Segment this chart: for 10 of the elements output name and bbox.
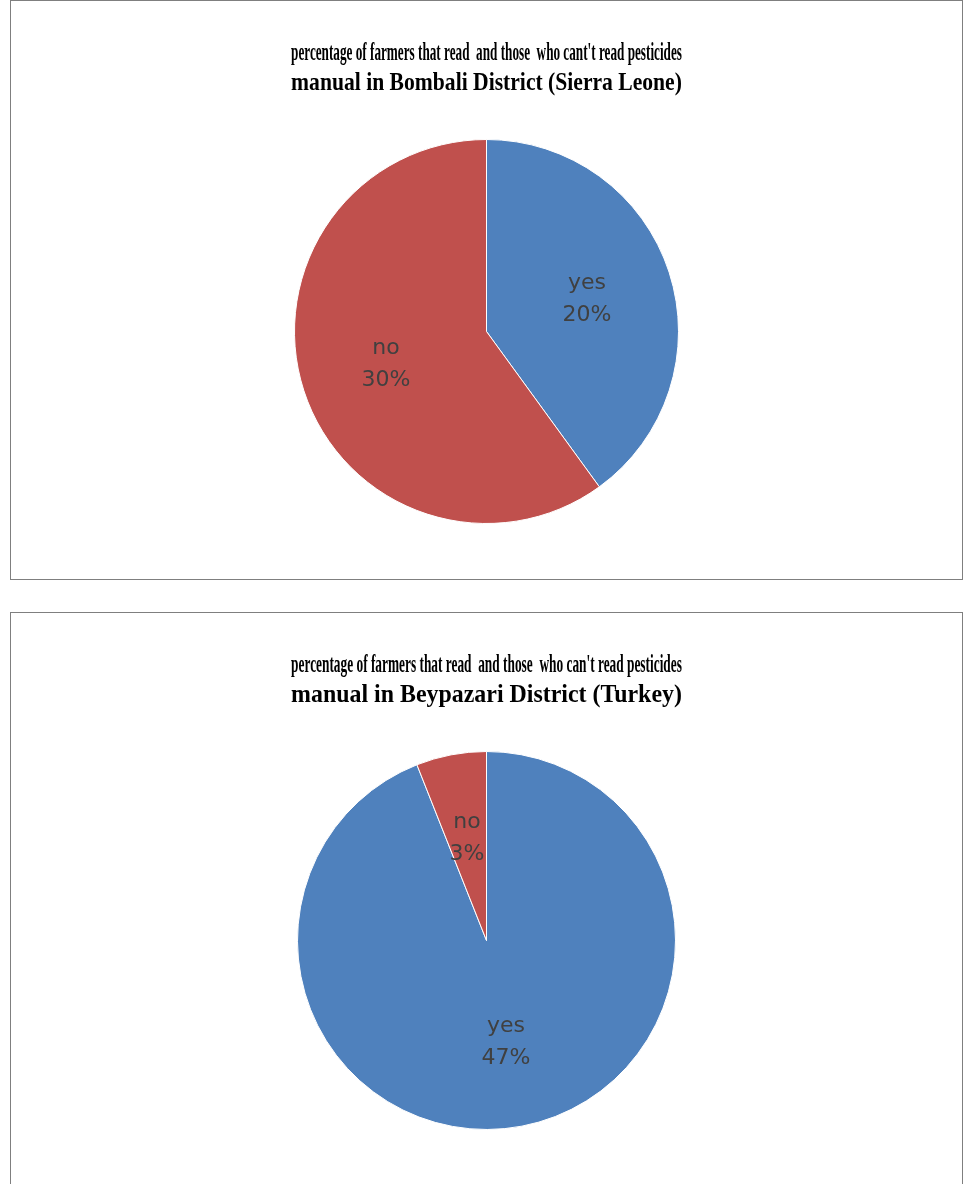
data-label: 3%	[449, 840, 485, 866]
data-label: 30%	[361, 365, 411, 391]
slice-label: no	[372, 333, 400, 359]
slice-label: yes	[567, 268, 606, 294]
slice-label: no	[453, 808, 481, 834]
data-label: 20%	[562, 300, 612, 326]
chart-title: percentage of farmers that read and those who cant't read pesticides manual in Bombali District (Sierra Leone)	[291, 37, 683, 96]
chart-title: percentage of farmers that read and those who can't read pesticides manual in Beypazari District (Turkey)	[291, 650, 683, 709]
slice-label: yes	[486, 1012, 525, 1038]
data-label: 47%	[481, 1044, 531, 1070]
